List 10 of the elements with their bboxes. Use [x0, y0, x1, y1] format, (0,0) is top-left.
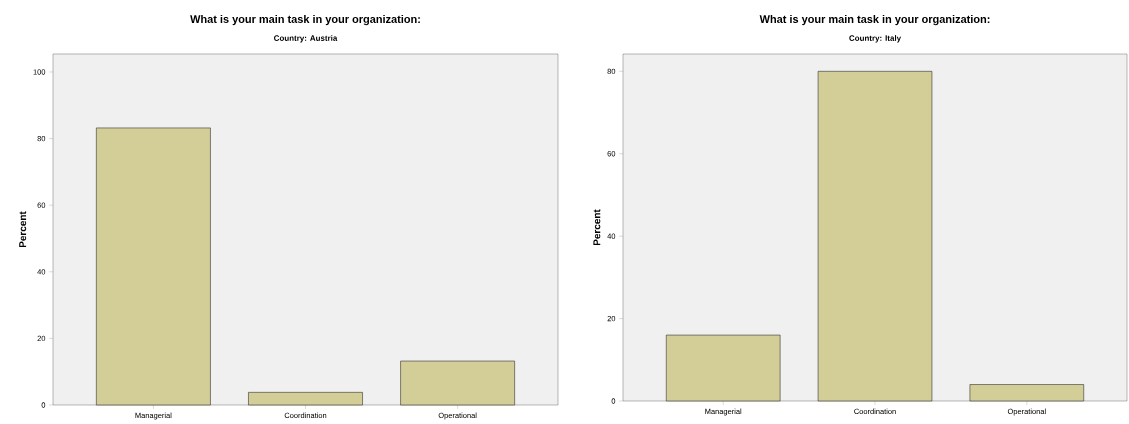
bar: [665, 334, 781, 402]
bar: [96, 127, 211, 406]
y-axis-title: Percent: [593, 209, 601, 246]
bar: [969, 384, 1085, 402]
chart-title: What is your main task in your organization:: [759, 14, 990, 26]
bar: [248, 392, 363, 406]
chart-title: What is your main task in your organization:: [190, 14, 420, 26]
bar: [817, 71, 933, 402]
y-axis-title: Percent: [19, 211, 27, 248]
bar: [400, 360, 515, 406]
